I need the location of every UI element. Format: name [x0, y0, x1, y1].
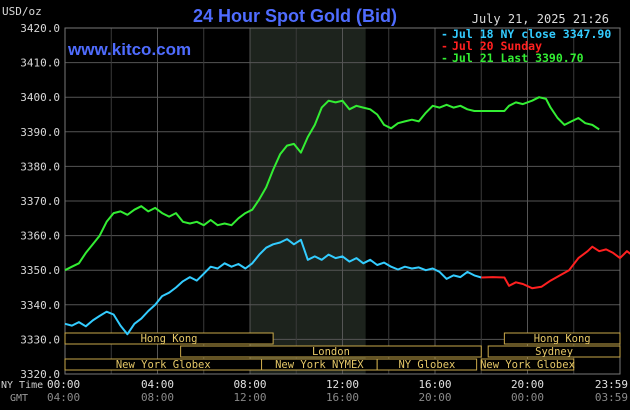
grid	[64, 27, 621, 375]
session-bar	[503, 332, 621, 345]
y-tick-label: 3380.0	[20, 160, 60, 173]
x-tick-label-gmt: 08:00	[141, 391, 174, 404]
y-tick-label: 3410.0	[20, 57, 60, 70]
x-axis-title-ny: NY Time	[1, 380, 43, 391]
session-label: Hong Kong	[534, 333, 591, 345]
session-label: Hong Kong	[141, 333, 198, 345]
session-label: Sydney	[535, 346, 573, 358]
x-tick-label-gmt: 12:00	[233, 391, 266, 404]
y-tick-label: 3370.0	[20, 195, 60, 208]
x-tick-label-ny: 00:00	[47, 378, 80, 391]
session-bar	[180, 345, 482, 358]
y-tick-label: 3400.0	[20, 91, 60, 104]
x-tick-label-gmt: 04:00	[47, 391, 80, 404]
legend-item-jul18: Jul 18 NY close 3347.90	[452, 27, 611, 41]
x-tick-label-ny: 16:00	[418, 378, 451, 391]
x-tick-label-gmt: 00:00	[511, 391, 544, 404]
x-tick-label-ny: 04:00	[141, 378, 174, 391]
session-label: London	[312, 346, 350, 358]
legend-item-jul20: Jul 20 Sunday	[452, 39, 542, 53]
timestamp: July 21, 2025 21:26	[472, 12, 609, 26]
session-bars: Hong Kong London New York Globex New York N…	[64, 332, 621, 371]
legend-marker-jul20: -	[441, 39, 448, 53]
session-bar	[376, 358, 478, 371]
session-label: NY Globex	[398, 359, 455, 371]
x-tick-label-ny: 20:00	[511, 378, 544, 391]
session-label: New York Globex	[480, 359, 575, 371]
legend-item-jul21: Jul 21 Last 3390.70	[452, 51, 584, 65]
series-line	[64, 238, 482, 336]
y-tick-label: 3360.0	[20, 230, 60, 243]
series-line	[64, 96, 600, 272]
session-label: New York NYMEX	[275, 359, 364, 371]
site-label: www.kitco.com	[67, 40, 191, 59]
x-tick-label-ny: 12:00	[326, 378, 359, 391]
legend-marker-jul21: -	[441, 51, 448, 65]
plot-frame	[64, 27, 621, 375]
session-bar	[480, 358, 575, 371]
y-unit-label: USD/oz	[2, 5, 42, 18]
y-tick-label: 3340.0	[20, 299, 60, 312]
legend: Jul 18 NY close 3347.90 - Jul 20 Sunday …	[441, 27, 611, 65]
y-tick-label: 3420.0	[20, 22, 60, 35]
x-axis-labels: 00:0004:0004:0008:0008:0012:0012:0016:00…	[47, 378, 628, 404]
x-tick-label-gmt: 03:59	[595, 391, 628, 404]
x-tick-label-ny: 23:59	[595, 378, 628, 391]
y-tick-label: 3350.0	[20, 264, 60, 277]
x-axis-title-gmt: GMT	[10, 393, 28, 404]
x-tick-label-gmt: 16:00	[326, 391, 359, 404]
series-lines	[64, 96, 630, 336]
legend-marker-jul18: -	[441, 27, 448, 41]
y-axis-labels: 3420.0 3410.0 3400.0 3390.0 3380.0 3370.0 3360…	[20, 22, 60, 381]
session-label: New York Globex	[116, 359, 211, 371]
y-tick-label: 3330.0	[20, 333, 60, 346]
y-tick-label: 3390.0	[20, 126, 60, 139]
y-tick-label: 3320.0	[20, 368, 60, 381]
chart-title: 24 Hour Spot Gold (Bid)	[193, 6, 397, 26]
x-tick-label-ny: 08:00	[233, 378, 266, 391]
session-bar	[487, 345, 621, 358]
session-bar	[64, 332, 274, 345]
series-line	[481, 245, 630, 290]
x-tick-label-gmt: 20:00	[418, 391, 451, 404]
